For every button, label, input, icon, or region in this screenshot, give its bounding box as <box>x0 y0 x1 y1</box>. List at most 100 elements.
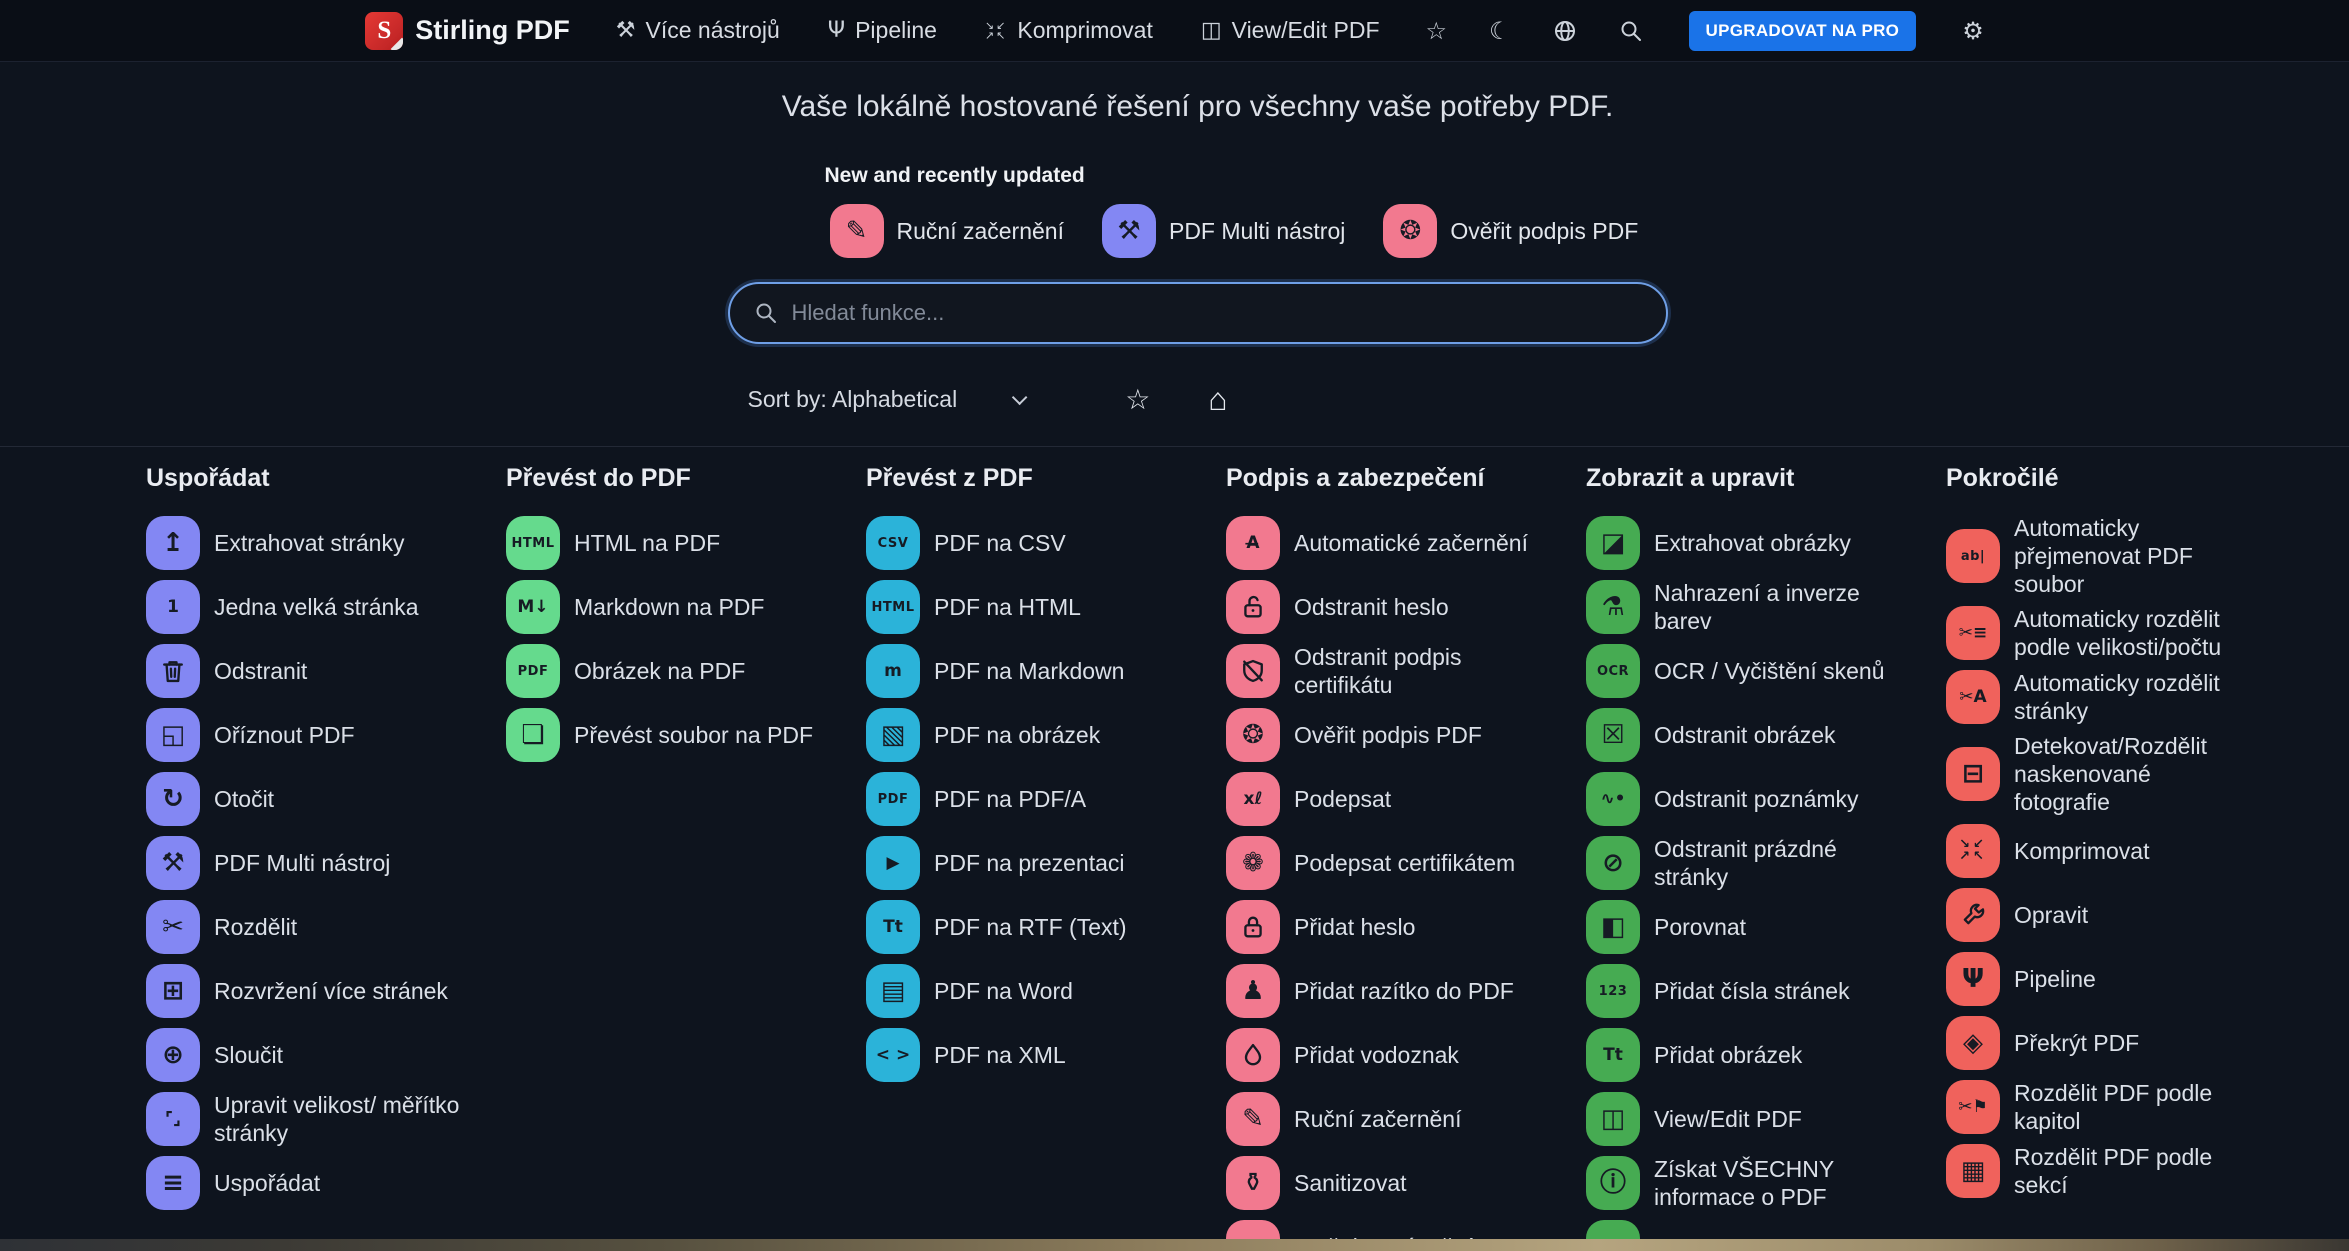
tool-compare[interactable]: ◧ Porovnat <box>1586 895 1946 959</box>
brand-name: Stirling PDF <box>415 15 570 45</box>
tool-badge-check[interactable]: ❂ Ověřit podpis PDF <box>1226 703 1586 767</box>
moon-icon[interactable]: ☾ <box>1489 16 1511 45</box>
tool-organize[interactable]: ≡ Uspořádat <box>146 1151 506 1215</box>
nav-item-pipeline[interactable]: Ψ Pipeline <box>828 17 937 44</box>
column-title: Podpis a zabezpečení <box>1226 464 1485 492</box>
tool-ocr[interactable]: OCR OCR / Vyčištění skenů <box>1586 639 1946 703</box>
globe-icon[interactable] <box>1553 19 1577 43</box>
tool-lock-open[interactable]: Odstranit heslo <box>1226 575 1586 639</box>
tool-rotate[interactable]: ↻ Otočit <box>146 767 506 831</box>
home-icon[interactable]: ⌂ <box>1208 381 1228 417</box>
tool-shield-off[interactable]: Odstranit podpis certifikátu <box>1226 639 1586 703</box>
tool-pipeline[interactable]: Ψ Pipeline <box>1946 947 2306 1011</box>
tool-merge[interactable]: ⊕ Sloučit <box>146 1023 506 1087</box>
tool-auto-split-pages[interactable]: ✂A Automaticky rozdělit stránky <box>1946 665 2306 729</box>
compress-icon: ↘↙ ↗↖ <box>1946 824 2000 879</box>
rtf-text-icon: Tt <box>866 900 920 954</box>
tool-rtf-text[interactable]: Tt PDF na RTF (Text) <box>866 895 1226 959</box>
tool-split[interactable]: ✂ Rozdělit <box>146 895 506 959</box>
tool-label: PDF na RTF (Text) <box>934 913 1127 940</box>
tool-sanitize[interactable]: ⚱ Sanitizovat <box>1226 1151 1586 1215</box>
sections-grid-icon: ▦ <box>1946 1144 2000 1199</box>
tool-scanner[interactable]: ⊟ Detekovat/Rozdělit naskenované fotograf… <box>1946 729 2306 819</box>
tool-crop[interactable]: ◱ Oříznout PDF <box>146 703 506 767</box>
sort-by-select[interactable]: Sort by: Alphabetical <box>748 386 1028 413</box>
tool-signature[interactable]: xℓ Podepsat <box>1226 767 1586 831</box>
tool-remove-image[interactable]: ☒ Odstranit obrázek <box>1586 703 1946 767</box>
tool-split-by-size[interactable]: ✂≡ Automaticky rozdělit podle velikosti/p… <box>1946 601 2306 665</box>
featured-manual-redact[interactable]: ✎ Ruční začernění <box>829 204 1064 258</box>
pdfa-icon: PDF <box>866 772 920 826</box>
tool-markdown[interactable]: M↓ Markdown na PDF <box>506 575 866 639</box>
tool-lock-closed[interactable]: Přidat heslo <box>1226 895 1586 959</box>
tool-remove-blank-pages[interactable]: ⊘ Odstranit prázdné stránky <box>1586 831 1946 895</box>
tool-label: Rozdělit <box>214 913 298 940</box>
tool-html[interactable]: HTML PDF na HTML <box>866 575 1226 639</box>
column-podpis-a-zabezpeceni: Podpis a zabezpečení A̶ Automatické začern… <box>1226 463 1586 1251</box>
nav-item-more-tools[interactable]: ⚒ Více nástrojů <box>616 17 780 44</box>
upgrade-pro-button[interactable]: UPGRADOVAT NA PRO <box>1688 10 1917 51</box>
tool-book-open[interactable]: ◫ View/Edit PDF <box>1586 1087 1946 1151</box>
search-icon[interactable] <box>1619 19 1643 43</box>
tool-extract-images[interactable]: ◪ Extrahovat obrázky <box>1586 511 1946 575</box>
tool-multi-page-layout[interactable]: ⊞ Rozvržení více stránek <box>146 959 506 1023</box>
tool-single-large-page[interactable]: 1 Jedna velká stránka <box>146 575 506 639</box>
featured-pdf-multi-tool[interactable]: ⚒ PDF Multi nástroj <box>1101 204 1345 258</box>
tool-file[interactable]: ❏ Převést soubor na PDF <box>506 703 866 767</box>
split-by-size-icon: ✂≡ <box>1946 606 2000 661</box>
tool-label: Jedna velká stránka <box>214 593 419 620</box>
tool-xml-code[interactable]: < > PDF na XML <box>866 1023 1226 1087</box>
tool-add-image[interactable]: Tt Přidat obrázek <box>1586 1023 1946 1087</box>
tool-html[interactable]: HTML HTML na PDF <box>506 511 866 575</box>
tool-word-doc[interactable]: ▤ PDF na Word <box>866 959 1226 1023</box>
organize-icon: ≡ <box>146 1156 200 1210</box>
sort-row: Sort by: Alphabetical ☆ ⌂ <box>728 378 1668 420</box>
tool-pdfa[interactable]: PDF PDF na PDF/A <box>866 767 1226 831</box>
tool-image-pages[interactable]: ▧ PDF na obrázek <box>866 703 1226 767</box>
tool-color-replace[interactable]: ⚗ Nahrazení a inverze barev <box>1586 575 1946 639</box>
html-icon: HTML <box>506 516 560 570</box>
tool-sections-grid[interactable]: ▦ Rozdělit PDF podle sekcí <box>1946 1139 2306 1203</box>
star-icon[interactable]: ☆ <box>1425 16 1448 45</box>
tool-pdf-pages[interactable]: PDF Obrázek na PDF <box>506 639 866 703</box>
tool-auto-rename[interactable]: ab| Automaticky přejmenovat PDF soubor <box>1946 511 2306 601</box>
favorites-filter-icon[interactable]: ☆ <box>1125 383 1151 415</box>
tool-stamp[interactable]: ♟ Přidat razítko do PDF <box>1226 959 1586 1023</box>
tool-auto-redact[interactable]: A̶ Automatické začernění <box>1226 511 1586 575</box>
tool-label: Automaticky rozdělit podle velikosti/poč… <box>2014 606 2222 661</box>
tool-droplet[interactable]: Přidat vodoznak <box>1226 1023 1586 1087</box>
tool-presentation[interactable]: ▶ PDF na prezentaci <box>866 831 1226 895</box>
tool-csv[interactable]: CSV PDF na CSV <box>866 511 1226 575</box>
tool-manual-redact[interactable]: ✎ Ruční začernění <box>1226 1087 1586 1151</box>
settings-gear-icon[interactable]: ⚙ <box>1962 16 1984 45</box>
tool-compress[interactable]: ↘↙ ↗↖ Komprimovat <box>1946 819 2306 883</box>
tool-page-numbers[interactable]: 123 Přidat čísla stránek <box>1586 959 1946 1023</box>
tool-label: Rozdělit PDF podle kapitol <box>2014 1080 2213 1135</box>
tool-overlay[interactable]: ◈ Překrýt PDF <box>1946 1011 2306 1075</box>
brand[interactable]: S Stirling PDF <box>365 11 570 50</box>
nav-item-compress[interactable]: ↘↙ ↗↖ Komprimovat <box>985 17 1153 44</box>
tool-label: Opravit <box>2014 902 2089 929</box>
tool-info[interactable]: ⓘ Získat VŠECHNY informace o PDF <box>1586 1151 1946 1215</box>
tool-multi-tool[interactable]: ⚒ PDF Multi nástroj <box>146 831 506 895</box>
tool-split-chapters[interactable]: ✂⚑ Rozdělit PDF podle kapitol <box>1946 1075 2306 1139</box>
featured-validate-signature[interactable]: ❂ Ověřit podpis PDF <box>1383 204 1638 258</box>
column-pokrocile: Pokročilé ab| Automaticky přejmenovat PDF … <box>1946 463 2306 1251</box>
markdown-icon: M↓ <box>506 580 560 634</box>
book-open-icon: ◫ <box>1200 17 1222 43</box>
search-input[interactable] <box>791 300 1642 326</box>
search-bar[interactable] <box>727 282 1668 344</box>
tools-grid: Uspořádat ↥ Extrahovat stránky 1 Jedna velká… <box>0 447 2349 1251</box>
nav-item-view-edit-pdf[interactable]: ◫ View/Edit PDF <box>1201 17 1380 44</box>
tool-markdown-pages[interactable]: m PDF na Markdown <box>866 639 1226 703</box>
column-prevest-do-pdf: Převést do PDF HTML HTML na PDF M↓ Markdown … <box>506 463 866 1251</box>
tool-wrench[interactable]: Opravit <box>1946 883 2306 947</box>
tool-label: Pipeline <box>2014 966 2096 993</box>
column-zobrazit-a-upravit: Zobrazit a upravit ◪ Extrahovat obrázky ⚗ Na… <box>1586 463 1946 1251</box>
tool-trash[interactable]: Odstranit <box>146 639 506 703</box>
tool-extract-pages[interactable]: ↥ Extrahovat stránky <box>146 511 506 575</box>
tool-certificate-badge[interactable]: ❁ Podepsat certifikátem <box>1226 831 1586 895</box>
tool-page-resize[interactable]: ⌜⌟ Upravit velikost/ měřítko stránky <box>146 1087 506 1151</box>
column-title: Zobrazit a upravit <box>1586 464 1795 492</box>
tool-remove-annotations[interactable]: ∿• Odstranit poznámky <box>1586 767 1946 831</box>
